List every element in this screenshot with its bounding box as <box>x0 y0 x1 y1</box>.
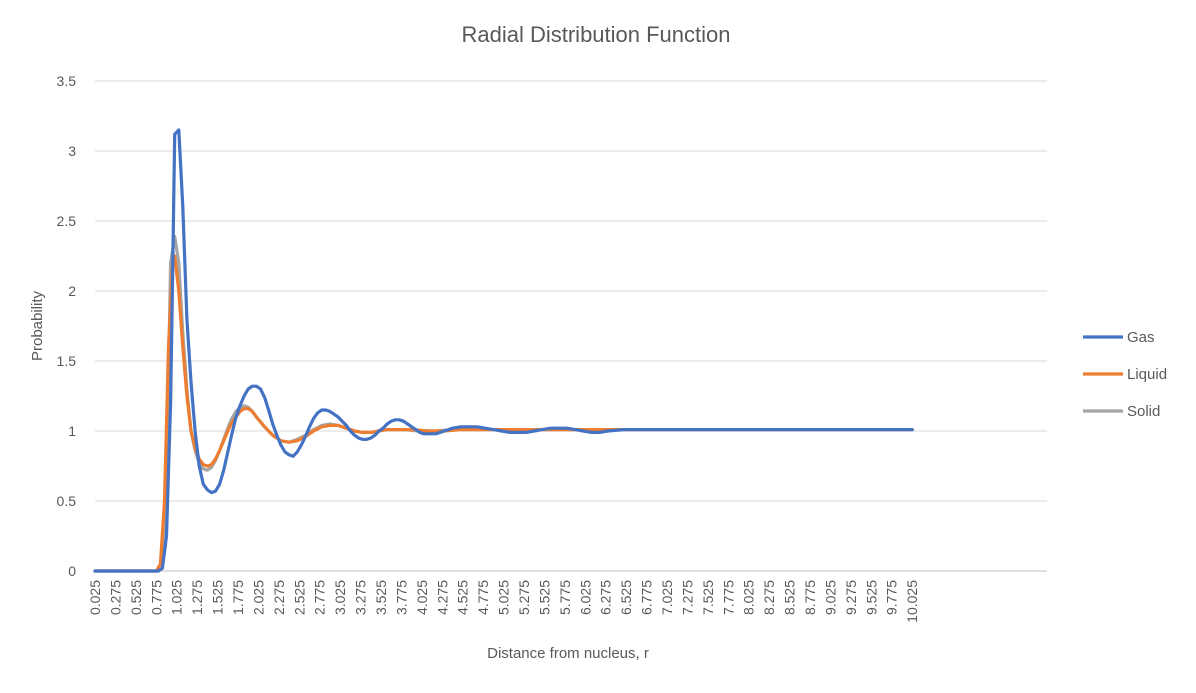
x-tick-label: 4.025 <box>414 580 430 615</box>
x-tick-label: 2.025 <box>250 580 266 615</box>
y-tick-label: 2.5 <box>57 213 77 229</box>
x-tick-label: 7.525 <box>700 580 716 615</box>
legend-label: Gas <box>1127 329 1155 346</box>
legend: Gas Liquid Solid <box>1083 329 1167 420</box>
x-tick-label: 9.775 <box>884 580 900 615</box>
x-tick-label: 5.275 <box>516 580 532 615</box>
x-tick-label: 1.775 <box>230 580 246 615</box>
y-tick-label: 1 <box>68 423 76 439</box>
x-tick-label: 6.775 <box>639 580 655 615</box>
chart-title: Radial Distribution Function <box>461 22 730 47</box>
x-tick-label: 5.025 <box>496 580 512 615</box>
y-tick-label: 0 <box>68 563 76 579</box>
y-axis-label: Probability <box>29 290 46 361</box>
x-tick-label: 8.025 <box>741 580 757 615</box>
x-tick-label: 6.275 <box>598 580 614 615</box>
x-tick-label: 1.525 <box>210 580 226 615</box>
x-tick-label: 9.525 <box>863 580 879 615</box>
x-tick-label: 0.775 <box>148 580 164 615</box>
x-tick-label: 9.025 <box>822 580 838 615</box>
x-tick-label: 7.275 <box>679 580 695 615</box>
x-tick-label: 2.775 <box>312 580 328 615</box>
legend-item-solid: Solid <box>1083 403 1160 420</box>
x-tick-label: 4.525 <box>455 580 471 615</box>
x-tick-label: 1.275 <box>189 580 205 615</box>
x-tick-label: 10.025 <box>904 580 920 623</box>
x-tick-label: 8.775 <box>802 580 818 615</box>
x-tick-label: 5.525 <box>536 580 552 615</box>
x-tick-label: 6.025 <box>577 580 593 615</box>
x-tick-label: 3.275 <box>353 580 369 615</box>
series-line-solid <box>93 234 914 573</box>
y-tick-label: 1.5 <box>57 353 77 369</box>
legend-item-gas: Gas <box>1083 329 1155 346</box>
x-tick-label: 2.525 <box>291 580 307 615</box>
y-axis-ticks: 0 0.5 1 1.5 2 2.5 3 3.5 <box>57 73 77 579</box>
series-line-gas <box>93 128 914 573</box>
x-tick-label: 8.525 <box>782 580 798 615</box>
series-line-liquid <box>93 254 914 573</box>
x-tick-label: 4.275 <box>434 580 450 615</box>
x-tick-label: 7.025 <box>659 580 675 615</box>
y-tick-label: 3.5 <box>57 73 77 89</box>
x-axis-ticks: 0.025 0.275 0.525 0.775 1.025 1.275 1.525 1.775… <box>87 580 920 623</box>
legend-item-liquid: Liquid <box>1083 366 1167 383</box>
x-tick-label: 0.275 <box>107 580 123 615</box>
series-lines <box>93 128 914 573</box>
x-tick-label: 0.025 <box>87 580 103 615</box>
x-tick-label: 0.525 <box>128 580 144 615</box>
x-axis-label: Distance from nucleus, r <box>487 645 649 662</box>
x-tick-label: 3.525 <box>373 580 389 615</box>
y-tick-label: 3 <box>68 143 76 159</box>
x-tick-label: 5.775 <box>557 580 573 615</box>
x-tick-label: 8.275 <box>761 580 777 615</box>
x-tick-label: 9.275 <box>843 580 859 615</box>
x-tick-label: 6.525 <box>618 580 634 615</box>
y-tick-label: 0.5 <box>57 493 77 509</box>
legend-label: Solid <box>1127 403 1160 420</box>
x-tick-label: 1.025 <box>169 580 185 615</box>
gridlines <box>95 80 1047 572</box>
x-tick-label: 3.775 <box>393 580 409 615</box>
legend-label: Liquid <box>1127 366 1167 383</box>
x-tick-label: 3.025 <box>332 580 348 615</box>
x-tick-label: 7.775 <box>720 580 736 615</box>
x-tick-label: 4.775 <box>475 580 491 615</box>
x-tick-label: 2.275 <box>271 580 287 615</box>
y-tick-label: 2 <box>68 283 76 299</box>
